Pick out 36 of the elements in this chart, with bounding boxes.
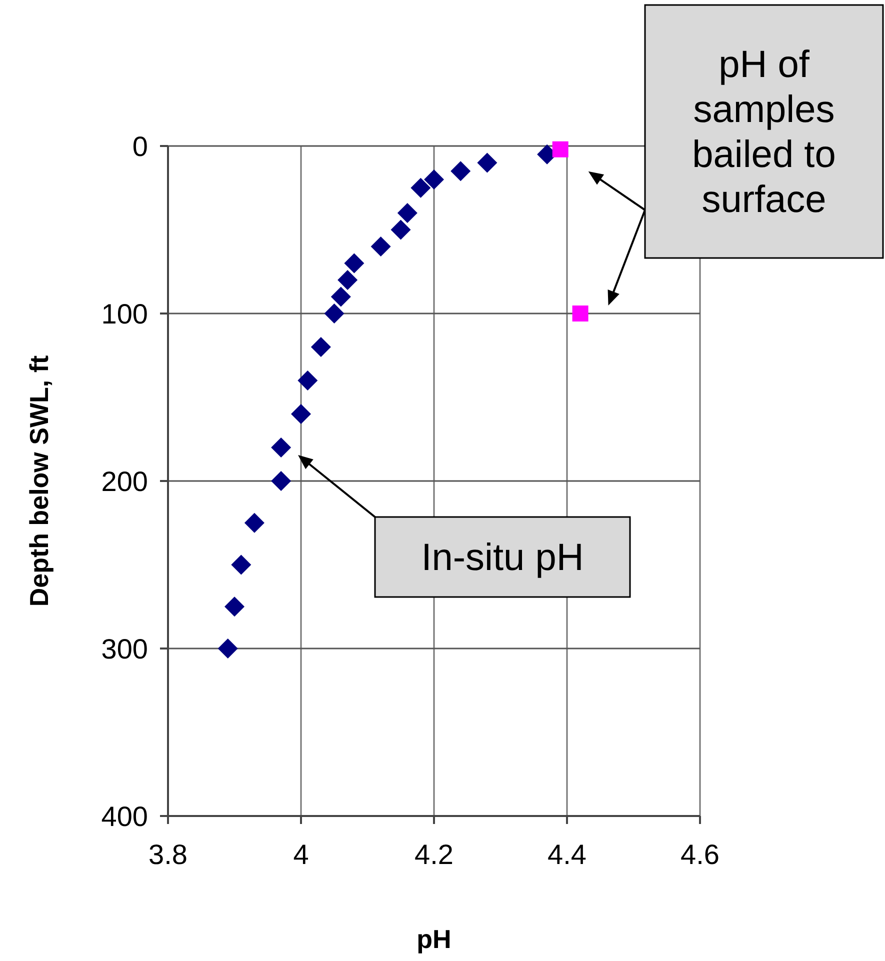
x-tick-label: 4.2 bbox=[414, 839, 454, 870]
x-tick-label: 3.8 bbox=[148, 839, 188, 870]
point bbox=[231, 554, 252, 575]
x-tick-label: 4.6 bbox=[680, 839, 720, 870]
point bbox=[370, 236, 391, 256]
x-tick-label: 4 bbox=[293, 839, 309, 870]
point bbox=[224, 596, 244, 617]
x-tick-label: 4.4 bbox=[548, 839, 586, 870]
point bbox=[572, 306, 588, 322]
point bbox=[310, 337, 331, 357]
point bbox=[397, 203, 418, 223]
y-tick-label: 100 bbox=[101, 298, 148, 330]
point bbox=[271, 438, 292, 458]
point bbox=[344, 253, 364, 274]
point bbox=[450, 161, 471, 182]
annotation: In-situ pH bbox=[421, 537, 584, 579]
x-axis-title: pH bbox=[416, 924, 452, 954]
point bbox=[324, 304, 344, 324]
point bbox=[271, 471, 292, 491]
point bbox=[390, 220, 411, 240]
y-tick-label: 0 bbox=[132, 131, 148, 162]
point bbox=[244, 512, 264, 533]
annotation: pH of samples bailed to surface bbox=[692, 44, 836, 221]
point bbox=[330, 286, 351, 307]
y-tick-label: 300 bbox=[101, 634, 148, 664]
point bbox=[338, 270, 358, 290]
point bbox=[291, 404, 311, 424]
y-tick-label: 200 bbox=[101, 466, 148, 497]
point bbox=[477, 152, 498, 173]
point bbox=[218, 638, 238, 658]
point bbox=[410, 178, 431, 198]
y-tick-label: 400 bbox=[101, 801, 148, 832]
point bbox=[298, 370, 318, 390]
point bbox=[424, 170, 444, 190]
point bbox=[552, 141, 568, 158]
y-axis-title: Depth below SWL, ft bbox=[24, 355, 54, 607]
